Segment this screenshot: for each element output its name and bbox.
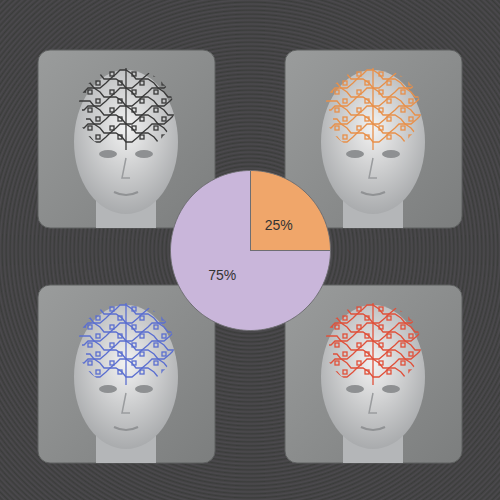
svg-text:75%: 75% [208,267,236,283]
svg-text:25%: 25% [265,217,293,233]
